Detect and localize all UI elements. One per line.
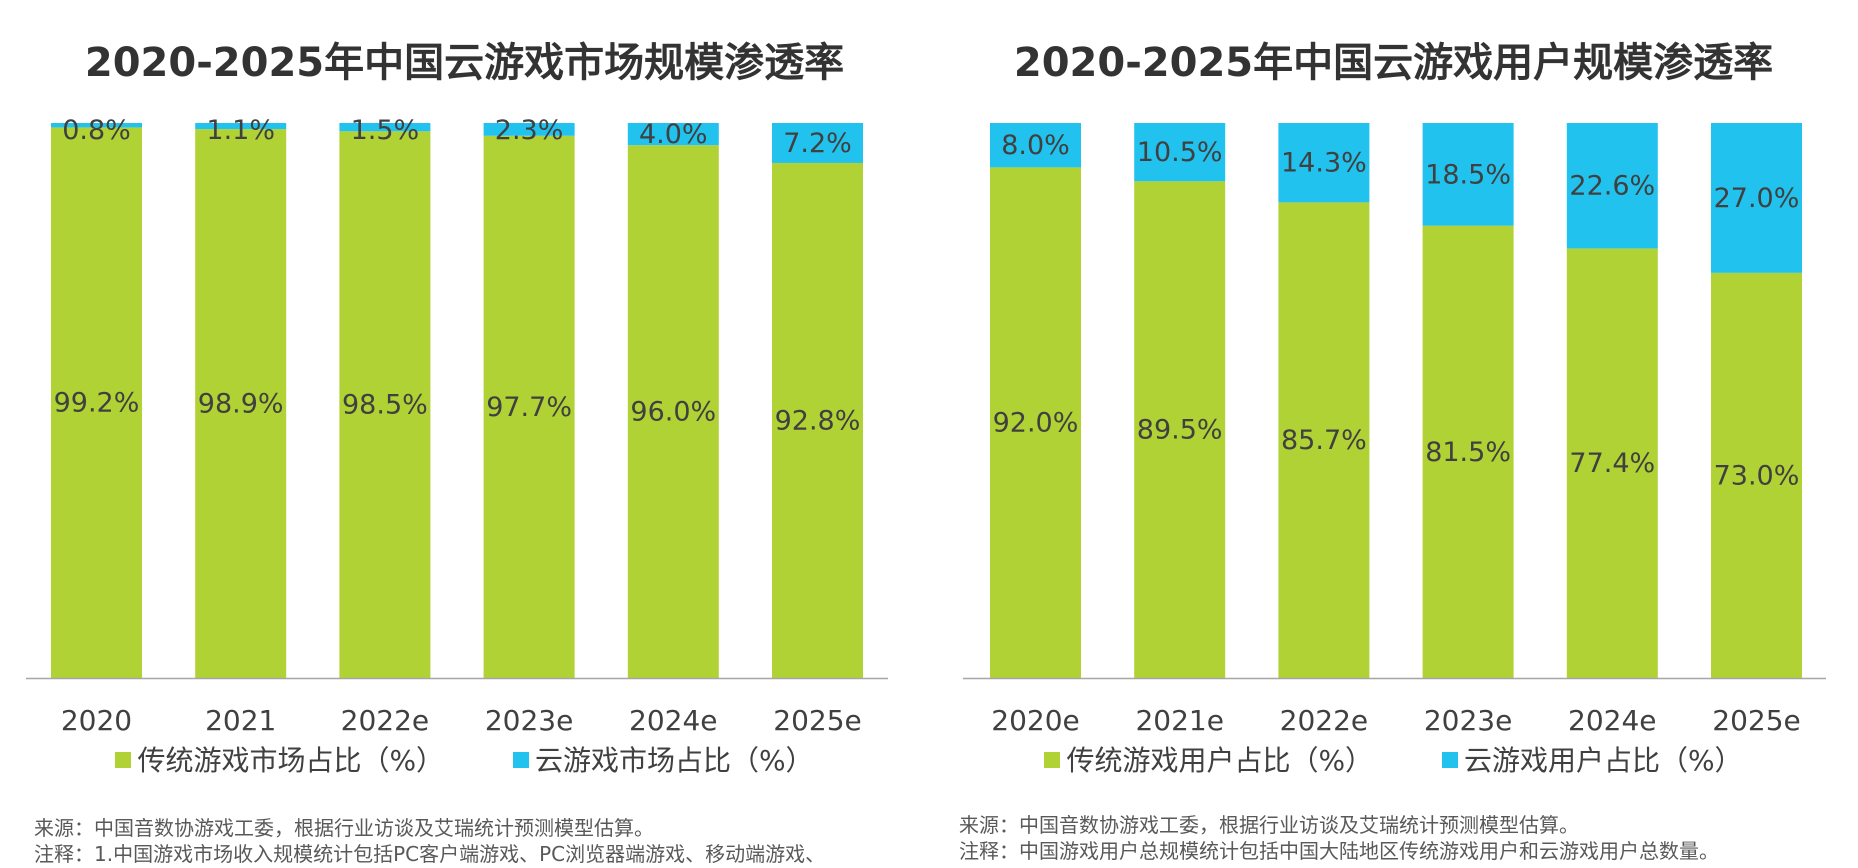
data-label-cloud: 1.5% xyxy=(351,115,420,146)
source-notes: 来源：中国音数协游戏工委，根据行业访谈及艾瑞统计预测模型估算。 注释：1.中国游… xyxy=(34,815,914,867)
bar-segment-cloud xyxy=(483,123,575,136)
data-label-traditional: 98.9% xyxy=(198,389,284,420)
bar-segment-cloud xyxy=(1711,123,1802,273)
legend-swatch-cloud xyxy=(512,752,529,768)
legend-swatch-cloud xyxy=(1441,752,1458,768)
chart-panel-market: 2020-2025年中国云游戏市场规模渗透率 99.2% 0.8% 2020 98.9… xyxy=(0,40,929,867)
data-label-traditional: 89.5% xyxy=(1137,415,1223,446)
legend-swatch-traditional xyxy=(115,752,132,768)
data-label-cloud: 18.5% xyxy=(1425,159,1511,190)
source-line: 来源：中国音数协游戏工委，根据行业访谈及艾瑞统计预测模型估算。 xyxy=(959,813,1579,837)
note-line: 注释：中国游戏用户总规模统计包括中国大陆地区传统游戏用户和云游戏用户总数量。 xyxy=(959,839,1719,863)
data-label-traditional: 81.5% xyxy=(1425,437,1511,468)
bar-segment-cloud xyxy=(1278,123,1370,203)
legend-label: 云游戏用户占比（%） xyxy=(1463,744,1743,777)
bar-segment-traditional xyxy=(1278,202,1370,679)
x-tick-label: 2021 xyxy=(205,704,276,737)
bar-segment-traditional xyxy=(195,129,287,679)
data-label-cloud: 0.8% xyxy=(62,115,131,146)
x-tick-label: 2024e xyxy=(1568,704,1656,737)
data-label-cloud: 27.0% xyxy=(1714,183,1800,214)
x-tick-label: 2025e xyxy=(1712,704,1800,737)
data-label-cloud: 22.6% xyxy=(1569,171,1655,202)
bar-segment-traditional xyxy=(1566,248,1658,678)
legend-swatch-traditional xyxy=(1044,752,1061,768)
x-tick-label: 2023e xyxy=(1424,704,1512,737)
legend-item-traditional: 传统游戏用户占比（%） xyxy=(1044,739,1373,779)
data-label-traditional: 73.0% xyxy=(1714,460,1800,491)
x-tick-label: 2022e xyxy=(1280,704,1368,737)
data-label-cloud: 14.3% xyxy=(1281,148,1367,179)
chart-title: 2020-2025年中国云游戏用户规模渗透率 xyxy=(1013,40,1774,86)
note-line: 注释：1.中国游戏市场收入规模统计包括PC客户端游戏、PC浏览器端游戏、移动端游… xyxy=(34,842,826,866)
legend-label: 传统游戏市场占比（%） xyxy=(137,744,445,777)
data-label-cloud: 7.2% xyxy=(783,128,852,159)
bar-segment-cloud xyxy=(195,123,287,130)
x-tick-label: 2021e xyxy=(1135,704,1223,737)
bar-segment-traditional xyxy=(990,167,1081,678)
data-label-traditional: 92.8% xyxy=(775,405,861,436)
data-label-traditional: 96.0% xyxy=(630,397,716,428)
bar-segment-traditional xyxy=(51,127,142,678)
chart-legend: 传统游戏用户占比（%） 云游戏用户占比（%） xyxy=(929,739,1858,779)
chart-legend: 传统游戏市场占比（%） 云游戏市场占比（%） xyxy=(0,739,929,779)
bar-segment-cloud xyxy=(772,123,863,163)
bar-segment-cloud xyxy=(990,123,1081,168)
data-label-traditional: 77.4% xyxy=(1569,448,1655,479)
data-label-traditional: 97.7% xyxy=(486,392,572,423)
bar-segment-traditional xyxy=(1134,181,1226,678)
data-label-cloud: 2.3% xyxy=(495,115,564,146)
data-label-cloud: 1.1% xyxy=(206,115,275,146)
data-label-traditional: 85.7% xyxy=(1281,425,1367,456)
bar-segment-traditional xyxy=(627,145,719,678)
bar-segment-cloud xyxy=(339,123,431,132)
data-label-traditional: 92.0% xyxy=(993,408,1079,439)
data-label-traditional: 99.2% xyxy=(54,388,140,419)
x-tick-label: 2023e xyxy=(485,704,573,737)
x-tick-label: 2024e xyxy=(629,704,717,737)
data-label-cloud: 4.0% xyxy=(639,119,708,150)
bar-segment-cloud xyxy=(51,123,142,128)
bar-segment-traditional xyxy=(1711,272,1802,678)
legend-item-traditional: 传统游戏市场占比（%） xyxy=(115,739,444,779)
x-tick-label: 2022e xyxy=(341,704,429,737)
bar-segment-cloud xyxy=(627,123,719,146)
bar-segment-cloud xyxy=(1566,123,1658,249)
legend-item-cloud: 云游戏市场占比（%） xyxy=(512,739,814,779)
chart-title: 2020-2025年中国云游戏市场规模渗透率 xyxy=(84,40,845,86)
bar-segment-traditional xyxy=(339,131,431,678)
bar-segment-cloud xyxy=(1134,123,1226,182)
chart-plot-users: 92.0% 8.0% 2020e 89.5% 10.5% 2021e 85.7% 14.3% 2… xyxy=(963,123,1826,737)
data-label-traditional: 98.5% xyxy=(342,390,428,421)
data-label-cloud: 10.5% xyxy=(1137,137,1223,168)
legend-label: 传统游戏用户占比（%） xyxy=(1066,744,1374,777)
bar-segment-cloud xyxy=(1422,123,1514,226)
bar-segment-traditional xyxy=(483,135,575,678)
chart-panel-users: 2020-2025年中国云游戏用户规模渗透率 92.0% 8.0% 2020e 89.… xyxy=(929,0,1858,868)
x-tick-label: 2020e xyxy=(991,704,1079,737)
source-line: 来源：中国音数协游戏工委，根据行业访谈及艾瑞统计预测模型估算。 xyxy=(34,816,654,840)
bar-segment-traditional xyxy=(772,162,863,678)
legend-item-cloud: 云游戏用户占比（%） xyxy=(1441,739,1743,779)
bar-segment-traditional xyxy=(1422,225,1514,679)
source-notes: 来源：中国音数协游戏工委，根据行业访谈及艾瑞统计预测模型估算。 注释：中国游戏用… xyxy=(959,812,1839,864)
x-tick-label: 2025e xyxy=(773,704,861,737)
chart-plot-market: 99.2% 0.8% 2020 98.9% 1.1% 2021 98.5% 1.5% 2022e… xyxy=(26,115,888,737)
data-label-cloud: 8.0% xyxy=(1001,130,1070,161)
x-tick-label: 2020 xyxy=(61,704,132,737)
legend-label: 云游戏市场占比（%） xyxy=(534,744,814,777)
